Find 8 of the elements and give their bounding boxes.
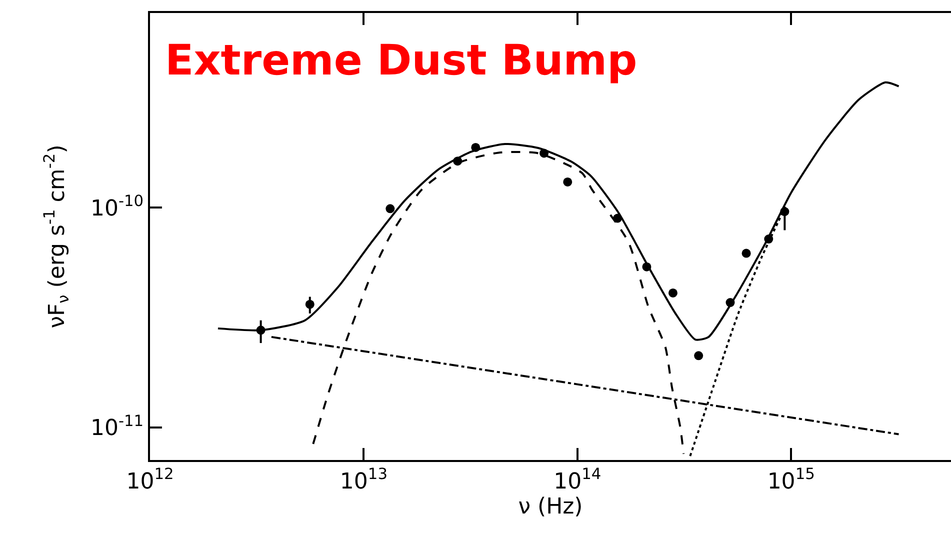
- y-tick-label: 10$^{-11}$: [90, 412, 144, 442]
- y-tick-label: 10$^{-10}$: [90, 192, 144, 222]
- x-tick-label: 10$^{15}$: [767, 465, 815, 494]
- text: Extreme Dust Bump: [165, 35, 638, 84]
- x-tick-label: 10$^{14}$: [554, 465, 602, 494]
- x-axis-title: ν (Hz): [518, 494, 583, 520]
- x-tick-label: 10$^{12}$: [126, 465, 174, 494]
- x-tick-label: 10$^{13}$: [340, 465, 388, 494]
